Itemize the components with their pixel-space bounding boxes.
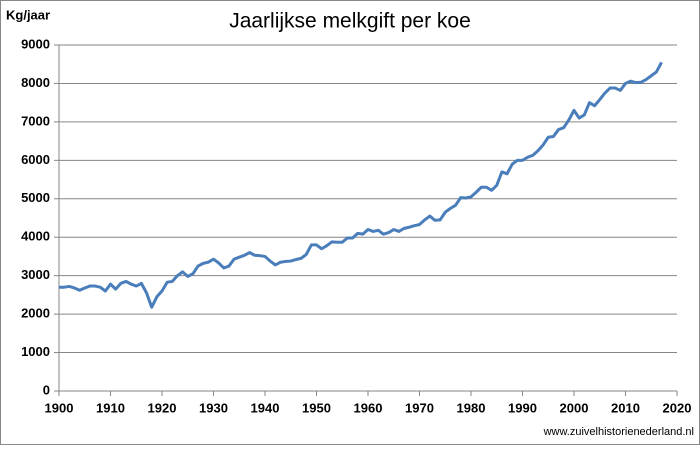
y-tick-label: 8000 <box>21 75 50 90</box>
x-tick-label: 1970 <box>405 400 434 415</box>
x-tick-label: 1990 <box>508 400 537 415</box>
y-tick-label: 2000 <box>21 306 50 321</box>
x-tick-label: 1930 <box>199 400 228 415</box>
x-tick-label: 1980 <box>457 400 486 415</box>
y-tick-label: 6000 <box>21 152 50 167</box>
y-tick-label: 7000 <box>21 113 50 128</box>
y-tick-label: 9000 <box>21 36 50 51</box>
y-tick-label: 3000 <box>21 267 50 282</box>
data-line <box>59 61 663 309</box>
x-tick-label: 1920 <box>148 400 177 415</box>
x-tick-label: 2000 <box>560 400 589 415</box>
x-tick-label: 2020 <box>663 400 692 415</box>
x-tick-label: 2010 <box>611 400 640 415</box>
y-tick-label: 0 <box>43 382 50 397</box>
x-tick-label: 1950 <box>302 400 331 415</box>
y-tick-label: 1000 <box>21 344 50 359</box>
y-axis-label: Kg/jaar <box>6 7 50 22</box>
x-tick-label: 1960 <box>354 400 383 415</box>
chart-title: Jaarlijkse melkgift per koe <box>229 10 471 33</box>
x-tick-label: 1940 <box>251 400 280 415</box>
y-tick-label: 4000 <box>21 229 50 244</box>
source: www.zuivelhistorienederland.nl <box>543 426 694 438</box>
x-tick-label: 1900 <box>45 400 74 415</box>
x-tick-label: 1910 <box>96 400 125 415</box>
y-tick-label: 5000 <box>21 190 50 205</box>
